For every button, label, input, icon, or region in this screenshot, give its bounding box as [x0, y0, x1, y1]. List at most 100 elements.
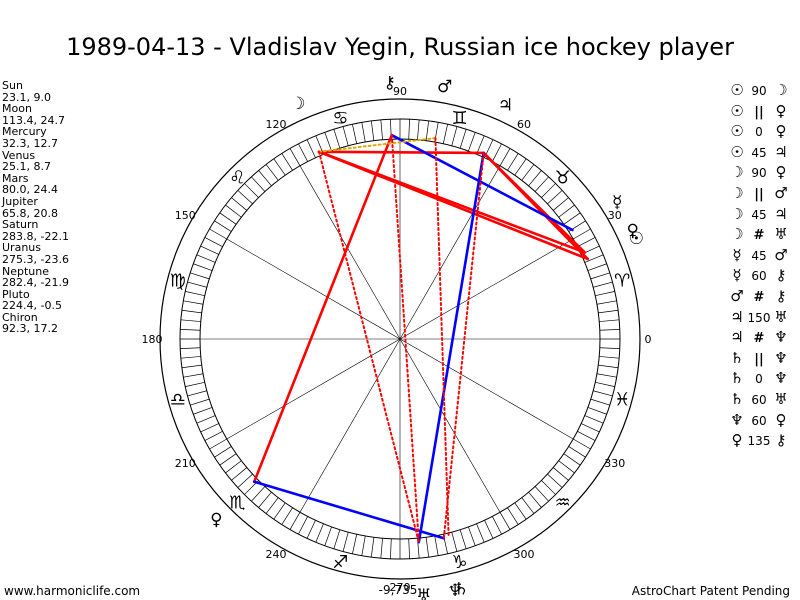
ring-tick	[590, 398, 610, 406]
ring-tick	[273, 502, 286, 520]
degree-label: 270	[390, 581, 411, 594]
ring-tick	[587, 263, 607, 271]
aspect-row: ♄ 0 ♆	[728, 369, 790, 390]
aspect-line	[482, 151, 587, 254]
ring-tick	[209, 228, 227, 240]
ring-tick	[514, 502, 527, 520]
ring-tick	[507, 507, 519, 525]
aspect-planet-1: ♆	[730, 410, 744, 429]
aspect-angle: ||	[754, 351, 764, 367]
aspect-angle: #	[753, 331, 765, 347]
aspect-line	[434, 137, 450, 539]
aspect-angle: 60	[751, 413, 767, 428]
degree-spoke	[399, 238, 574, 340]
planet-values-chiron: 92.3, 17.2	[2, 322, 58, 336]
planet-glyph-mars: ♂	[437, 77, 452, 97]
ring-tick	[599, 319, 620, 322]
ring-tick	[315, 523, 324, 543]
planet-name-mars: Mars	[2, 171, 29, 185]
degree-label: 210	[175, 457, 196, 470]
planet-glyph-chiron: ⚷	[383, 73, 395, 93]
aspect-planet-1: ♃	[730, 307, 744, 326]
aspect-row: ♆ 60 ♀	[728, 411, 790, 432]
ring-tick	[534, 176, 549, 192]
aspect-planet-1: ☽	[730, 183, 744, 202]
planet-name-mercury: Mercury	[2, 125, 47, 139]
ring-tick	[265, 164, 279, 181]
zodiac-sign-glyph: ♓	[614, 390, 630, 411]
ring-tick	[598, 364, 619, 369]
planet-positions-list: Sun 23.1, 9.0 Moon 113.4, 24.7 Mercury 32.3, …	[2, 80, 69, 335]
ring-tick	[499, 148, 511, 166]
ring-tick	[180, 319, 201, 322]
ring-tick	[193, 407, 213, 415]
aspect-line	[390, 133, 574, 232]
aspect-angle: ||	[754, 104, 764, 120]
aspect-angle: 0	[755, 125, 763, 140]
ring-tick	[587, 407, 607, 415]
aspect-planet-2: ♅	[774, 307, 788, 326]
ring-tick	[390, 538, 392, 559]
ring-tick	[521, 164, 535, 181]
ring-tick	[563, 212, 581, 225]
aspect-planet-2: ♃	[774, 204, 788, 223]
ring-tick	[237, 473, 253, 488]
planet-values-moon: 113.4, 24.7	[2, 113, 65, 127]
aspect-row: ☉ 90 ☽	[728, 81, 790, 102]
ring-tick	[528, 170, 542, 187]
ring-tick	[370, 537, 375, 558]
aspect-planet-1: ♄	[730, 389, 744, 408]
aspect-angle: 135	[747, 434, 771, 449]
ring-tick	[324, 526, 332, 546]
aspect-row: ♃ 150 ♅	[728, 308, 790, 329]
ring-tick	[180, 329, 201, 331]
ring-tick	[187, 390, 207, 397]
zodiac-sign-glyph: ♋	[332, 108, 348, 129]
aspect-list: ☉ 90 ☽ ☉ || ♀ ☉ 0 ♀ ☉ 45 ♃ ☽ 90 ♀ ☽ || ♂ ☽ 45 ♃ ☽ # ♅ ☿ 45 ♂ ☿ 60 ⚷ ♂ #…	[728, 81, 790, 452]
ring-tick	[468, 132, 476, 152]
ring-tick	[451, 126, 458, 146]
aspect-angle: 45	[751, 145, 767, 160]
ring-tick	[333, 129, 341, 149]
aspect-planet-1: ♄	[730, 369, 744, 388]
aspect-planet-2: ♆	[774, 348, 788, 367]
degree-labels: 0 30 60 90 120 150 180 210 240 270 300 330	[142, 85, 652, 594]
zodiac-sign-glyph: ♐	[332, 552, 348, 573]
ring-tick	[492, 143, 502, 162]
aspect-lines	[252, 133, 589, 544]
planet-name-jupiter: Jupiter	[2, 194, 38, 208]
ring-tick	[180, 356, 201, 359]
degree-spoke	[226, 338, 401, 440]
aspect-angle: 150	[747, 310, 771, 325]
ring-tick	[521, 497, 535, 514]
planet-name-venus: Venus	[2, 148, 36, 162]
ring-tick	[265, 497, 279, 514]
planet-glyph-moon: ☽	[290, 94, 305, 114]
ring-tick	[577, 431, 596, 441]
harmoniclife-link[interactable]: www.harmoniclife.com	[4, 584, 141, 598]
ring-tick	[219, 212, 237, 225]
ring-tick	[237, 190, 253, 205]
ring-tick	[352, 124, 358, 144]
ring-tick	[499, 512, 511, 530]
planet-name-sun: Sun	[2, 79, 23, 92]
ring-tick	[547, 190, 563, 205]
planet-values-pluto: 224.4, -0.5	[2, 299, 62, 313]
ring-tick	[581, 423, 600, 433]
ring-tick	[558, 204, 575, 218]
degree-label: 60	[517, 118, 531, 131]
degree-spoke	[299, 165, 401, 340]
zodiac-ring	[159, 98, 641, 580]
aspect-angle: 0	[755, 372, 763, 387]
planet-glyph-jupiter: ♃	[498, 96, 513, 116]
planet-values-mercury: 32.3, 12.7	[2, 136, 58, 150]
zodiac-sign-glyph: ♏	[229, 493, 245, 514]
aspect-planet-2: ⚷	[775, 286, 787, 305]
degree-label: 0	[645, 333, 652, 346]
chart-title: 1989-04-13 - Vladislav Yegin, Russian ic…	[66, 33, 734, 61]
ring-tick	[380, 538, 383, 559]
ring-tick	[281, 507, 293, 525]
ring-tick	[225, 204, 242, 218]
ring-tick	[547, 473, 563, 488]
aspect-planet-2: ♆	[774, 369, 788, 388]
